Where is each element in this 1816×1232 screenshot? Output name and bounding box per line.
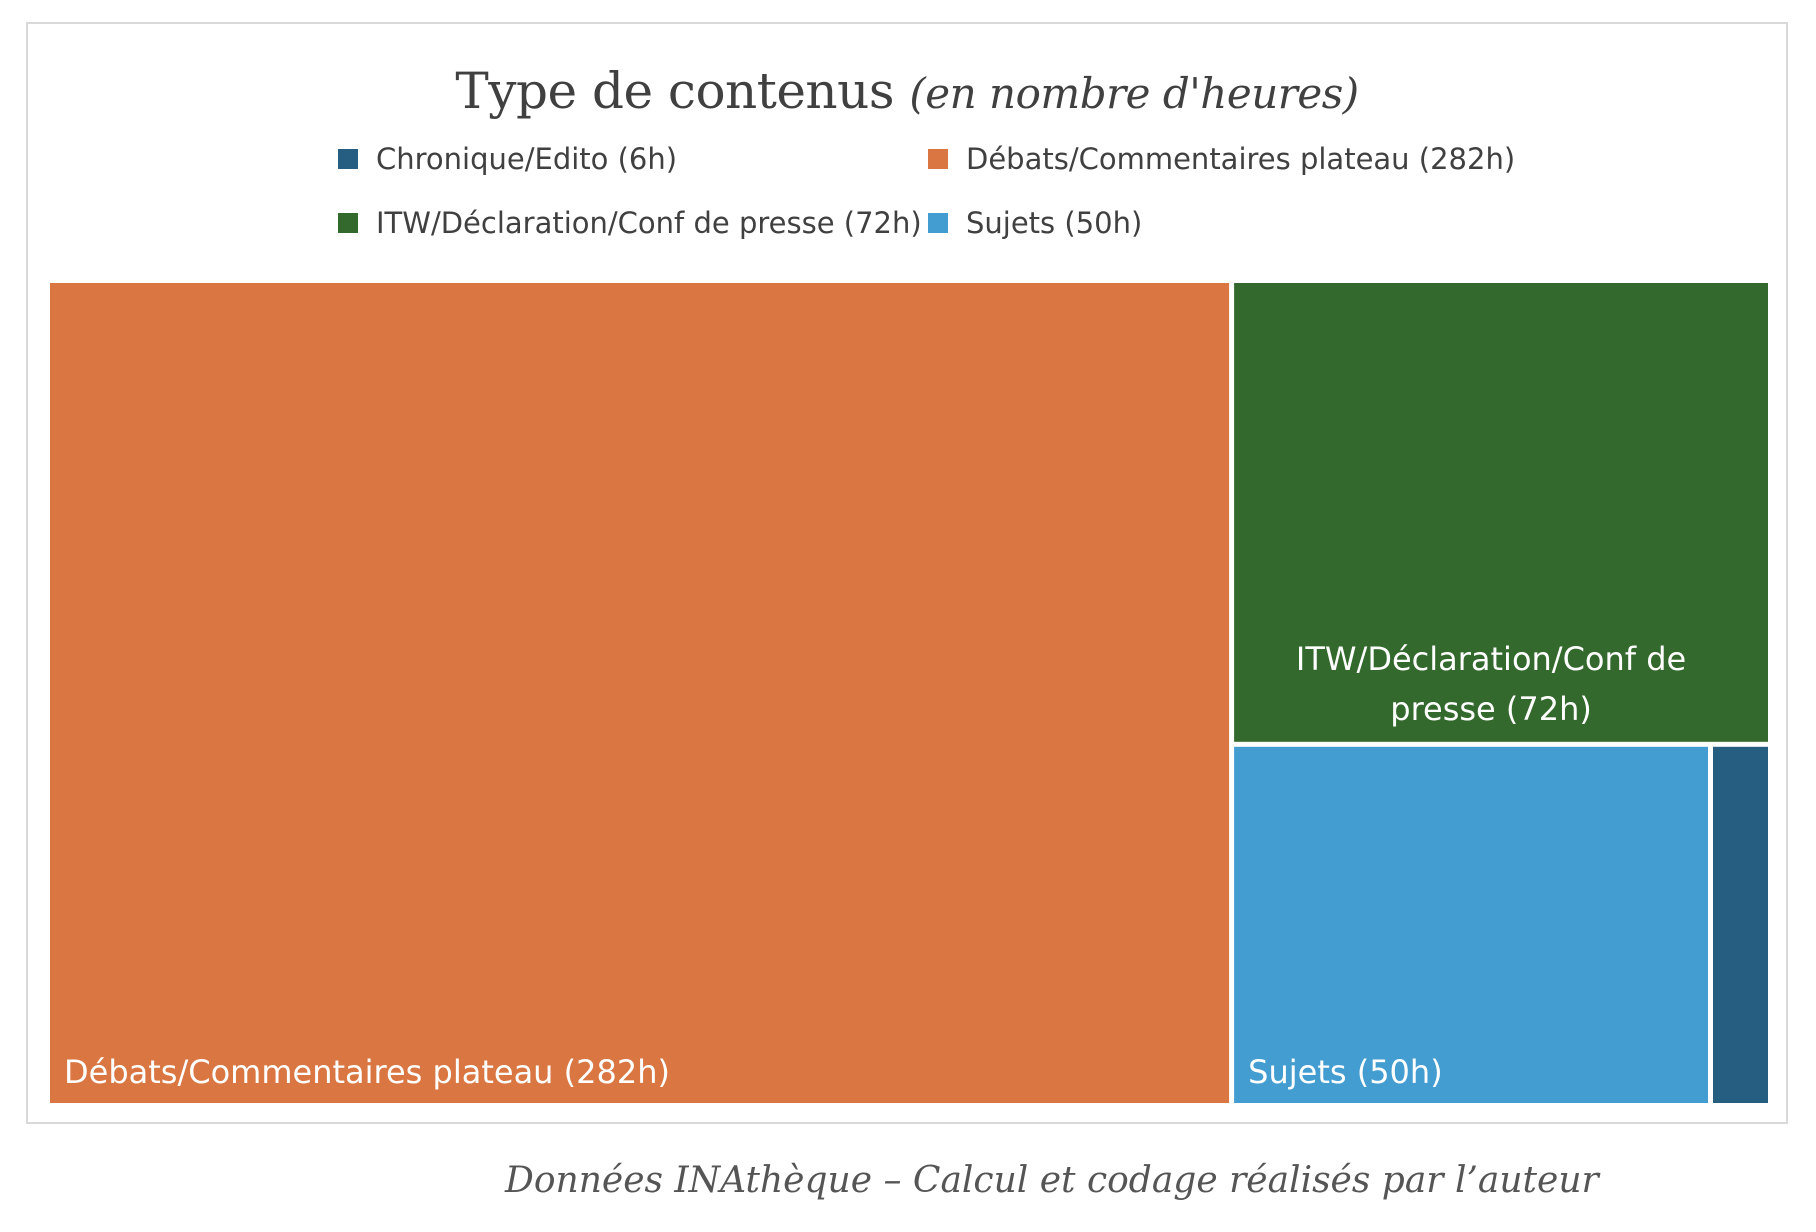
chart-legend: Chronique/Edito (6h) Débats/Commentaires… — [338, 142, 1538, 240]
treemap-cell-sujets — [1234, 746, 1708, 1103]
chart-title-main: Type de contenus — [455, 62, 894, 120]
legend-label: Débats/Commentaires plateau (282h) — [966, 142, 1516, 176]
legend-label: Chronique/Edito (6h) — [376, 142, 678, 176]
legend-item-sujets: Sujets (50h) — [928, 206, 1538, 240]
treemap-label-debats: Débats/Commentaires plateau (282h) — [64, 1053, 670, 1091]
legend-swatch — [338, 213, 358, 233]
treemap-cell-itw — [1234, 283, 1768, 742]
treemap-label-itw-line2: presse (72h) — [1390, 690, 1592, 728]
chart-subtitle: (en nombre d'heures) — [909, 69, 1359, 118]
legend-label: Sujets (50h) — [966, 206, 1143, 240]
legend-swatch — [338, 149, 358, 169]
treemap-cell-debats — [50, 283, 1230, 1103]
legend-swatch — [928, 149, 948, 169]
legend-label: ITW/Déclaration/Conf de presse (72h) — [376, 206, 922, 240]
treemap-label-sujets: Sujets (50h) — [1248, 1053, 1443, 1091]
treemap-plot: Débats/Commentaires plateau (282h) ITW/Dé… — [50, 283, 1768, 1103]
chart-title: Type de contenus (en nombre d'heures) — [28, 62, 1786, 120]
legend-item-debats: Débats/Commentaires plateau (282h) — [928, 142, 1538, 176]
legend-swatch — [928, 213, 948, 233]
legend-item-itw: ITW/Déclaration/Conf de presse (72h) — [338, 206, 928, 240]
treemap-label-itw-line1: ITW/Déclaration/Conf de — [1296, 640, 1686, 678]
source-caption: Données INAthèque – Calcul et codage réa… — [505, 1160, 1599, 1201]
treemap-cell-chronique — [1713, 746, 1768, 1103]
legend-item-chronique: Chronique/Edito (6h) — [338, 142, 928, 176]
